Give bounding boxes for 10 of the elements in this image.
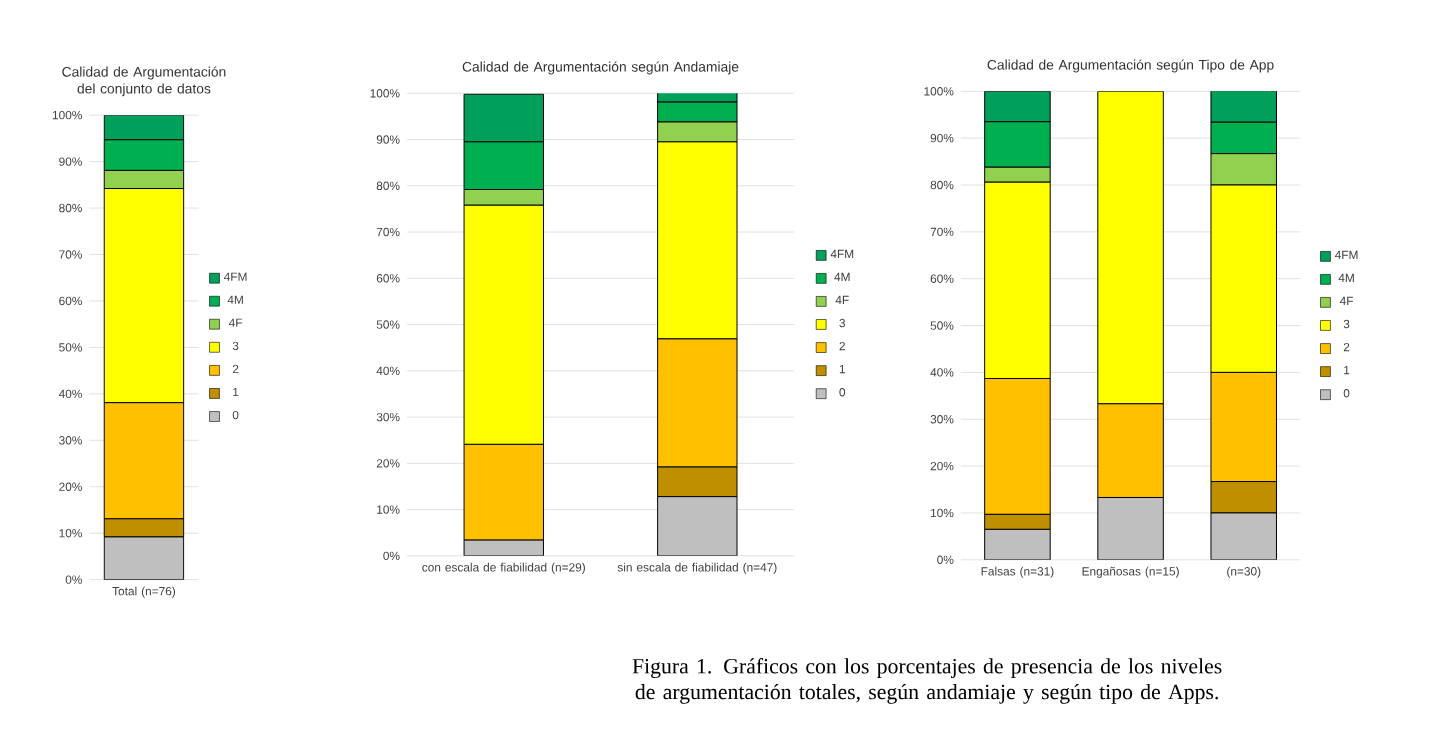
bar	[984, 528, 1051, 560]
bar	[984, 91, 1051, 123]
bar	[657, 495, 738, 556]
bar	[1210, 91, 1277, 123]
bar	[1097, 91, 1164, 405]
bar	[1210, 184, 1277, 373]
bar	[1097, 496, 1164, 560]
bar	[1210, 512, 1277, 560]
text: Figura 1. Gráficos con los porcentajes de presencia de los niveles de argumentación totales, según andamiaje y según tipo de Apps.	[632, 657, 1222, 704]
bar	[984, 181, 1051, 379]
